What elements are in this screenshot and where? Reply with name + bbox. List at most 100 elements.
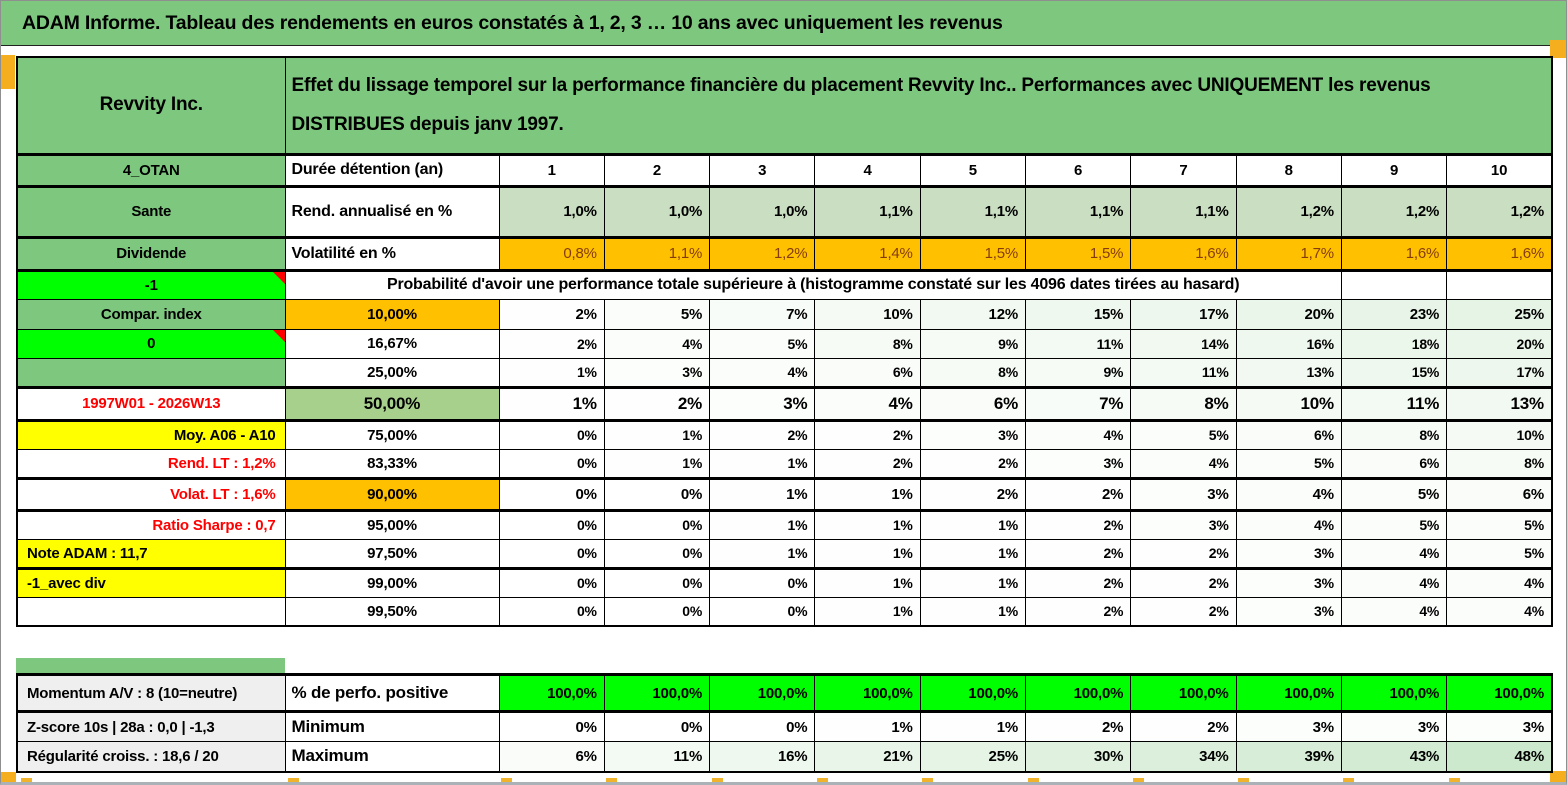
minimum-value: 3% <box>1446 711 1553 742</box>
volatility-value: 1,6% <box>1130 236 1237 272</box>
probability-value: 1% <box>919 567 1026 598</box>
stat-label: Maximum <box>284 741 500 772</box>
description-line: DISTRIBUES depuis janv 1997. <box>291 114 564 136</box>
page-break-dash-icon <box>817 778 828 782</box>
year-header-cell: 2 <box>603 153 711 188</box>
annualized-return-value: 1,0% <box>603 185 711 239</box>
probability-value: 4% <box>1024 419 1132 450</box>
probability-value: 16% <box>1235 328 1342 359</box>
minimum-value: 3% <box>1235 711 1342 742</box>
probability-value: 1% <box>919 538 1026 570</box>
probability-value: 14% <box>1130 328 1237 359</box>
probability-value: 1% <box>709 509 816 540</box>
probability-value: 3% <box>1235 567 1342 598</box>
probability-value: 2% <box>1130 567 1237 598</box>
page-break-dash-icon <box>606 778 617 782</box>
probability-value: 3% <box>1130 477 1237 512</box>
probability-value: 1% <box>709 538 816 570</box>
page-break-dash-icon <box>922 778 933 782</box>
volatility-value: 1,4% <box>814 236 921 272</box>
probability-value: 0% <box>603 596 711 627</box>
probability-value: 0% <box>498 538 605 570</box>
probability-value: 1% <box>709 448 816 480</box>
probability-value: 4% <box>814 386 921 422</box>
separator-bar <box>16 658 285 673</box>
corner-marker-icon <box>1 772 16 782</box>
probability-value: 5% <box>1446 509 1553 540</box>
probability-value: 3% <box>1130 509 1237 540</box>
maximum-value: 16% <box>709 741 816 772</box>
annualized-return-value: 1,1% <box>1130 185 1237 239</box>
threshold-cell: 99,00% <box>284 567 500 598</box>
probability-value: 23% <box>1340 298 1448 330</box>
positive-perf-value: 100,0% <box>709 674 816 713</box>
page-break-dash-icon <box>21 778 32 782</box>
page-break-dash-icon <box>1028 778 1039 782</box>
probability-value: 9% <box>1024 357 1132 389</box>
probability-value: 17% <box>1446 357 1553 389</box>
left-panel-cell: Ratio Sharpe : 0,7 <box>16 509 286 540</box>
probability-value: 6% <box>1446 477 1553 512</box>
probability-value: 0% <box>603 538 711 570</box>
duration-label: Durée détention (an) <box>284 153 500 188</box>
positive-perf-value: 100,0% <box>919 674 1026 713</box>
corner-marker-icon <box>1550 771 1566 782</box>
probability-value: 4% <box>1235 477 1342 512</box>
probability-value: 10% <box>1235 386 1342 422</box>
year-header-cell: 1 <box>498 153 605 188</box>
probability-value: 13% <box>1446 386 1553 422</box>
maximum-value: 11% <box>603 741 711 772</box>
maximum-value: 43% <box>1340 741 1448 772</box>
probability-value: 0% <box>709 596 816 627</box>
year-header-cell: 8 <box>1235 153 1342 188</box>
stat-label: % de perfo. positive <box>284 674 500 713</box>
probability-value: 5% <box>1130 419 1237 450</box>
probability-value: 1% <box>919 509 1026 540</box>
probability-value: 2% <box>498 328 605 359</box>
stat-left-label: Régularité croiss. : 18,6 / 20 <box>16 741 286 772</box>
probability-value: 15% <box>1340 357 1448 389</box>
probability-value: 3% <box>1235 538 1342 570</box>
instrument-name: Revvity Inc. <box>16 56 286 156</box>
positive-perf-value: 100,0% <box>603 674 711 713</box>
year-header-cell: 10 <box>1446 153 1553 188</box>
volatility-value: 1,2% <box>709 236 816 272</box>
probability-value: 6% <box>814 357 921 389</box>
probability-value: 8% <box>814 328 921 359</box>
probability-value: 1% <box>814 538 921 570</box>
maximum-value: 39% <box>1235 741 1342 772</box>
year-header-cell: 4 <box>814 153 921 188</box>
volatility-value: 1,6% <box>1446 236 1553 272</box>
left-panel-cell <box>16 596 286 627</box>
comment-indicator-icon <box>272 271 284 284</box>
probability-value: 2% <box>1024 596 1132 627</box>
threshold-cell: 25,00% <box>284 357 500 389</box>
probability-value: 0% <box>603 567 711 598</box>
year-header-cell: 6 <box>1024 153 1132 188</box>
minimum-value: 0% <box>709 711 816 742</box>
probability-value: 20% <box>1235 298 1342 330</box>
volatility-value: 0,8% <box>498 236 605 272</box>
probability-value: 1% <box>709 477 816 512</box>
probability-value: 5% <box>603 298 711 330</box>
probability-value: 4% <box>603 328 711 359</box>
year-header-cell: 7 <box>1130 153 1237 188</box>
left-panel-cell: -1 <box>16 269 286 300</box>
probability-value: 0% <box>498 596 605 627</box>
probability-value: 2% <box>498 298 605 330</box>
maximum-value: 30% <box>1024 741 1132 772</box>
probability-value: 11% <box>1130 357 1237 389</box>
probability-value: 0% <box>498 567 605 598</box>
probability-value: 2% <box>814 448 921 480</box>
maximum-value: 48% <box>1446 741 1553 772</box>
year-header-cell: 5 <box>919 153 1026 188</box>
page-break-dash-icon <box>1449 778 1460 782</box>
description-line: Effet du lissage temporel sur la perform… <box>291 75 1431 97</box>
probability-value: 0% <box>709 567 816 598</box>
left-panel-cell: 1997W01 - 2026W13 <box>16 386 286 422</box>
positive-perf-value: 100,0% <box>1446 674 1553 713</box>
empty-cell <box>1446 269 1553 300</box>
left-panel-cell <box>16 357 286 389</box>
probability-value: 4% <box>1446 567 1553 598</box>
probability-value: 2% <box>1024 567 1132 598</box>
